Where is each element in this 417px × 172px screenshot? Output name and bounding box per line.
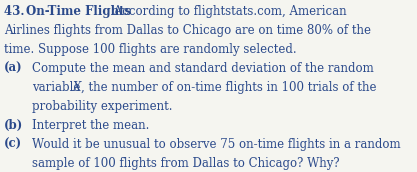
Text: On-Time Flights: On-Time Flights	[26, 5, 131, 18]
Text: variable: variable	[32, 81, 84, 94]
Text: According to flightstats.com, American: According to flightstats.com, American	[110, 5, 347, 18]
Text: 43.: 43.	[4, 5, 29, 18]
Text: time. Suppose 100 flights are randomly selected.: time. Suppose 100 flights are randomly s…	[4, 43, 296, 56]
Text: Would it be unusual to observe 75 on-time flights in a random: Would it be unusual to observe 75 on-tim…	[32, 138, 401, 151]
Text: sample of 100 flights from Dallas to Chicago? Why?: sample of 100 flights from Dallas to Chi…	[32, 157, 339, 170]
Text: (c): (c)	[4, 138, 22, 151]
Text: (b): (b)	[4, 119, 23, 132]
Text: Compute the mean and standard deviation of the random: Compute the mean and standard deviation …	[32, 62, 374, 75]
Text: probability experiment.: probability experiment.	[32, 100, 173, 113]
Text: Airlines flights from Dallas to Chicago are on time 80% of the: Airlines flights from Dallas to Chicago …	[4, 24, 371, 37]
Text: X: X	[73, 81, 81, 94]
Text: Interpret the mean.: Interpret the mean.	[32, 119, 149, 132]
Text: , the number of on-time flights in 100 trials of the: , the number of on-time flights in 100 t…	[81, 81, 377, 94]
Text: (a): (a)	[4, 62, 23, 75]
